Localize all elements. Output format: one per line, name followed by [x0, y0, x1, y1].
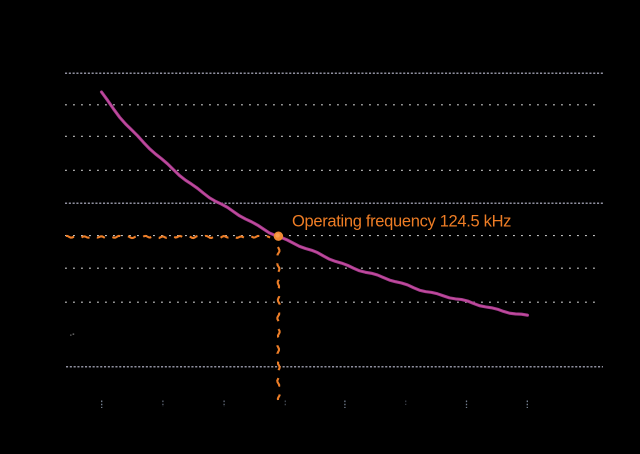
- svg-text:Operating frequency 124.5 kHz: Operating frequency 124.5 kHz: [292, 213, 511, 231]
